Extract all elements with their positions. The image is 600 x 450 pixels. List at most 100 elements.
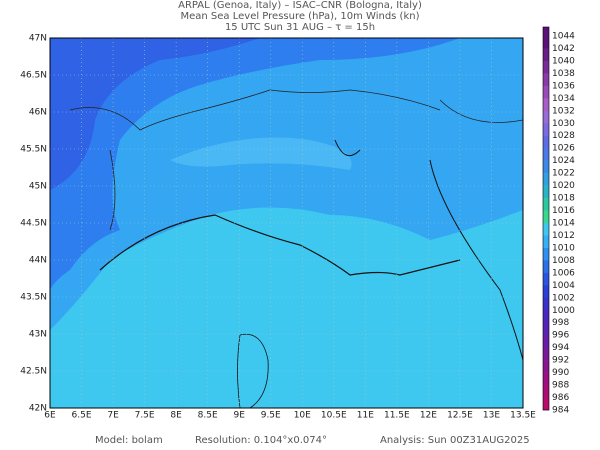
colorbar-label: 1032: [552, 106, 575, 116]
colorbar-swatch: [543, 322, 549, 336]
colorbar-label: 984: [552, 406, 569, 416]
colorbar-swatch: [543, 285, 549, 299]
colorbar-label: 1018: [552, 194, 575, 204]
pressure-zone: [50, 38, 460, 290]
colorbar-swatch: [543, 160, 549, 174]
lon-label: 7E: [107, 411, 119, 421]
colorbar-label: 1004: [552, 281, 575, 291]
colorbar-swatch: [543, 272, 549, 286]
coastline: [334, 139, 524, 361]
colorbar-label: 1038: [552, 69, 575, 79]
lat-label: 47N: [29, 34, 47, 44]
colorbar-label: 1030: [552, 119, 575, 129]
colorbar-label: 1036: [552, 81, 575, 91]
colorbar-swatch: [543, 98, 549, 112]
colorbar-swatch: [543, 297, 549, 311]
lat-label: 42.5N: [20, 367, 47, 377]
colorbar-swatch: [543, 385, 549, 398]
lon-label: 12.5E: [447, 411, 473, 421]
colorbar-swatch: [543, 60, 549, 74]
colorbar-label: 1026: [552, 144, 575, 154]
pressure-zone: [50, 38, 523, 330]
lon-label: 7.5E: [135, 411, 155, 421]
colorbar-swatch: [543, 135, 549, 149]
lon-label: 9E: [233, 411, 245, 421]
map-area: [50, 38, 524, 409]
lon-label: 13E: [483, 411, 500, 421]
colorbar-swatch: [543, 397, 549, 411]
colorbar-swatch: [543, 110, 549, 124]
header-line: 15 UTC Sun 31 AUG – τ = 15h: [225, 22, 375, 33]
colorbar-swatch: [543, 36, 549, 49]
lat-label: 44N: [29, 256, 47, 266]
colorbar-label: 988: [552, 381, 569, 391]
colorbar-label: 1006: [552, 268, 575, 278]
colorbar-label: 1028: [552, 131, 575, 141]
lat-label: 45N: [29, 182, 47, 192]
lon-label: 11E: [357, 411, 374, 421]
lat-label: 43N: [29, 330, 47, 340]
colorbar-swatch: [543, 235, 549, 249]
colorbar-swatch: [543, 210, 549, 224]
footer-resolution: Resolution: 0.104°x0.074°: [195, 435, 327, 446]
colorbar-swatch: [543, 123, 549, 137]
lon-label: 6E: [44, 411, 56, 421]
footer-analysis: Analysis: Sun 00Z31AUG2025: [380, 435, 530, 446]
coastline: [237, 333, 269, 409]
colorbar: 1044 1042 1040 1038 1036 1034 1032 1030 1028 1026…: [542, 26, 575, 416]
lon-label: 9.5E: [261, 411, 281, 421]
colorbar-label: 996: [552, 331, 569, 341]
colorbar-label: 1024: [552, 156, 575, 166]
lat-label: 44.5N: [20, 219, 47, 229]
map-frame: [49, 37, 524, 409]
colorbar-swatch: [543, 372, 549, 386]
lon-label: 8E: [170, 411, 182, 421]
colorbar-swatch: [543, 73, 549, 87]
colorbar-label: 1016: [552, 206, 575, 216]
colorbar-label: 990: [552, 368, 569, 378]
colorbar-swatch: [543, 347, 549, 361]
colorbar-label: 994: [552, 343, 569, 353]
header-line: ARPAL (Genoa, Italy) – ISAC–CNR (Bologna…: [178, 0, 422, 11]
lon-label: 11.5E: [384, 411, 410, 421]
colorbar-cap: [543, 27, 549, 36]
colorbar-label: 998: [552, 318, 569, 328]
pressure-zone: [50, 38, 260, 190]
colorbar-label: 1012: [552, 231, 575, 241]
lon-label: 12E: [420, 411, 437, 421]
colorbar-swatch: [543, 185, 549, 199]
colorbar-label: 992: [552, 356, 569, 366]
colorbar-label: 1044: [552, 32, 575, 42]
colorbar-label: 986: [552, 393, 569, 403]
colorbar-label: 1040: [552, 56, 575, 66]
colorbar-swatch: [543, 247, 549, 261]
lon-label: 10.5E: [321, 411, 347, 421]
colorbar-label: 1034: [552, 94, 575, 104]
colorbar-label: 1010: [552, 243, 575, 253]
coastline: [99, 214, 461, 276]
colorbar-swatch: [543, 310, 549, 324]
colorbar-label: 1042: [552, 44, 575, 54]
lon-label: 10E: [294, 411, 311, 421]
colorbar-swatch: [543, 173, 549, 186]
colorbar-label: 1020: [552, 181, 575, 191]
colorbar-frame: [542, 26, 550, 411]
colorbar-swatch: [543, 360, 549, 373]
lat-label: 46N: [29, 108, 47, 118]
header-line: Mean Sea Level Pressure (hPa), 10m Winds…: [181, 11, 420, 22]
lat-label: 45.5N: [20, 145, 47, 155]
colorbar-label: 1002: [552, 293, 575, 303]
colorbar-swatch: [543, 148, 549, 161]
graticule: 6E 6.5E 7E 7.5E 8E 8.5E 9E 9.5E 10E 10.5E 11E 11.5E…: [20, 34, 536, 421]
lat-label: 43.5N: [20, 293, 47, 303]
pressure-zone: [170, 137, 352, 170]
colorbar-label: 1000: [552, 306, 575, 316]
lon-label: 8.5E: [198, 411, 218, 421]
lon-label: 6.5E: [72, 411, 92, 421]
colorbar-swatch: [543, 198, 549, 211]
colorbar-swatch: [543, 85, 549, 99]
border: [69, 89, 524, 231]
lat-label: 46.5N: [20, 71, 47, 81]
colorbar-swatch: [543, 260, 549, 274]
